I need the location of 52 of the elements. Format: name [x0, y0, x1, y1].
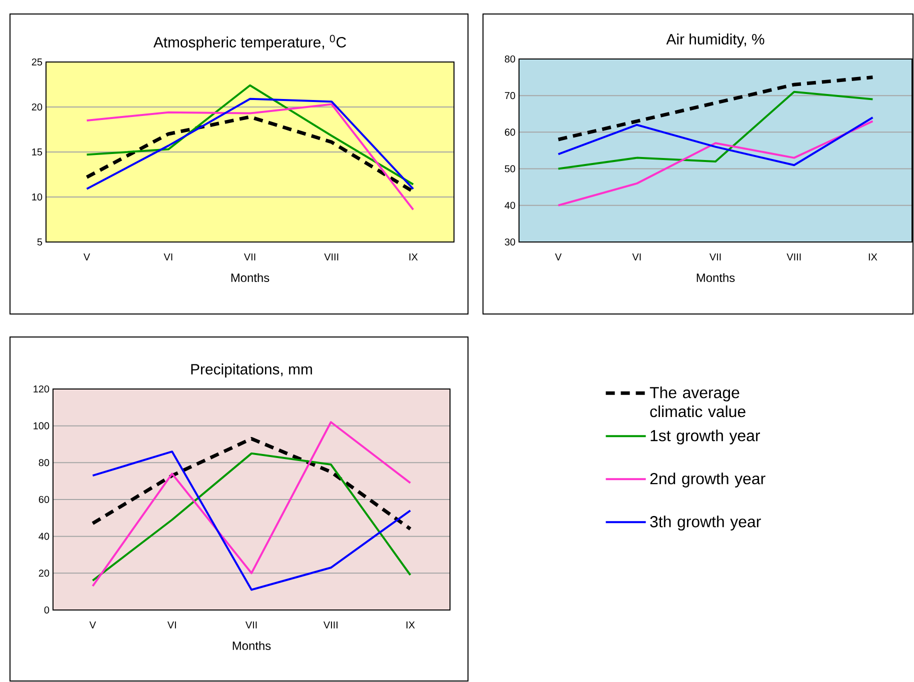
x-tick-label: IX — [868, 254, 878, 260]
x-tick-label: VII — [709, 254, 721, 260]
x-tick-label: VIII — [324, 254, 338, 260]
y-tick-label: 10 — [32, 193, 42, 201]
x-tick-label: VIII — [786, 254, 801, 260]
y-tick-label: 0 — [44, 606, 50, 614]
x-tick-label: VII — [244, 254, 256, 260]
y-tick-label: 25 — [32, 58, 42, 66]
x-tick-label: VII — [245, 622, 257, 628]
y-tick-label: 20 — [38, 570, 50, 577]
y-tick-label: 80 — [38, 459, 50, 466]
line-series — [86, 103, 414, 211]
legend-label: 1st growth year — [650, 430, 760, 444]
legend-label: The average climatic value — [650, 386, 746, 418]
line-series — [86, 84, 414, 186]
x-axis-title: Months — [696, 273, 735, 282]
x-tick-label: V — [89, 622, 96, 628]
y-tick-label: 40 — [38, 532, 50, 540]
y-tick-label: 20 — [32, 103, 42, 111]
line-series — [557, 90, 874, 170]
y-tick-label: 60 — [38, 496, 50, 504]
line-series — [557, 116, 874, 166]
x-tick-label: VI — [164, 254, 172, 260]
x-tick-label: IX — [409, 254, 418, 260]
x-tick-label: VI — [632, 254, 641, 260]
y-tick-label: 30 — [504, 238, 516, 246]
y-tick-label: 70 — [504, 92, 516, 100]
legend-label: 3th growth year — [650, 516, 761, 530]
chart-title: Precipitations, mm — [191, 364, 312, 378]
y-tick-label: 80 — [504, 55, 516, 63]
x-axis-title: Months — [232, 641, 271, 650]
chart-title: Atmospheric temperature, $^{0}$C — [153, 34, 346, 50]
y-tick-label: 60 — [504, 128, 516, 136]
y-tick-label: 50 — [504, 165, 516, 172]
y-tick-label: 120 — [34, 385, 50, 393]
x-tick-label: V — [555, 254, 562, 260]
x-tick-label: VIII — [323, 622, 338, 628]
y-tick-label: 100 — [34, 422, 50, 430]
line-series — [92, 421, 412, 588]
chart-title: Air humidity, % — [666, 34, 764, 48]
x-axis-title: Months — [231, 273, 270, 282]
x-tick-label: V — [84, 254, 90, 260]
x-tick-label: VI — [167, 622, 176, 628]
y-tick-label: 5 — [37, 238, 42, 246]
line-series — [86, 98, 414, 190]
y-tick-label: 40 — [504, 202, 516, 209]
line-series — [90, 436, 412, 531]
legend-label: 2nd growth year — [650, 472, 766, 488]
line-series — [557, 120, 874, 206]
y-tick-label: 15 — [32, 148, 42, 156]
x-tick-label: IX — [406, 622, 415, 628]
line-series — [556, 76, 874, 142]
